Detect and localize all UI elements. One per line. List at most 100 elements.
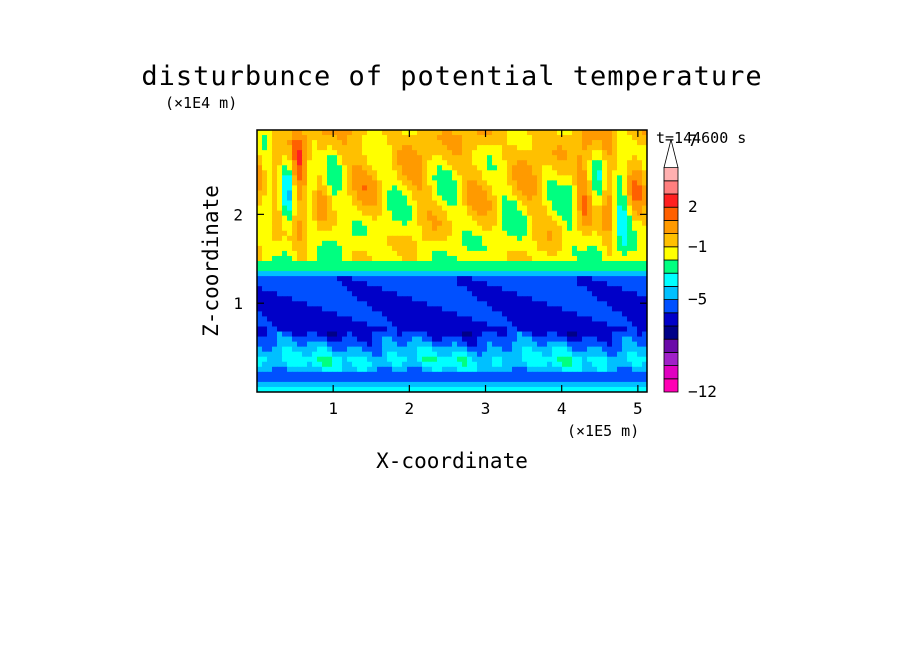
contour-cell (337, 301, 343, 307)
contour-cell (442, 245, 448, 252)
contour-cell (367, 286, 373, 292)
contour-cell (572, 371, 578, 378)
contour-cell (512, 235, 518, 242)
contour-cell (392, 215, 398, 222)
contour-cell (577, 150, 583, 156)
contour-cell (587, 170, 593, 176)
contour-cell (642, 175, 647, 181)
contour-cell (627, 296, 633, 302)
contour-cell (267, 331, 273, 338)
contour-cell (552, 215, 558, 222)
contour-cell (517, 331, 523, 338)
contour-cell (362, 160, 368, 166)
contour-cell (477, 215, 483, 222)
contour-cell (592, 140, 598, 146)
contour-cell (292, 155, 298, 161)
contour-cell (432, 210, 438, 217)
contour-cell (397, 301, 403, 307)
contour-cell (627, 371, 633, 378)
contour-cell (387, 205, 393, 212)
contour-cell (382, 145, 388, 151)
contour-cell (637, 210, 643, 217)
contour-cell (372, 376, 378, 383)
contour-cell (487, 371, 493, 378)
contour-cell (497, 150, 503, 156)
contour-cell (412, 281, 418, 287)
contour-cell (602, 190, 608, 197)
contour-cell (507, 281, 513, 287)
contour-cell (532, 225, 538, 232)
contour-cell (262, 170, 268, 176)
contour-cell (627, 230, 633, 237)
contour-cell (372, 366, 378, 373)
contour-cell (567, 245, 573, 252)
contour-cell (632, 170, 638, 176)
contour-cell (542, 235, 548, 242)
contour-cell (387, 220, 393, 227)
contour-cell (552, 220, 558, 227)
contour-cell (617, 195, 623, 202)
contour-cell (502, 336, 508, 343)
contour-cell (352, 230, 358, 237)
contour-cell (577, 170, 583, 176)
contour-cell (627, 150, 633, 156)
contour-cell (317, 220, 323, 227)
contour-cell (522, 205, 528, 212)
contour-cell (502, 326, 508, 333)
contour-cell (572, 165, 578, 171)
contour-cell (517, 135, 523, 141)
contour-cell (257, 321, 263, 328)
contour-cell (272, 271, 278, 277)
contour-cell (477, 160, 483, 166)
contour-cell (262, 245, 268, 252)
contour-cell (292, 245, 298, 252)
contour-cell (562, 130, 568, 136)
contour-cell (412, 195, 418, 202)
contour-cell (567, 155, 573, 161)
contour-cell (412, 311, 418, 318)
contour-cell (422, 326, 428, 333)
contour-cell (272, 140, 278, 146)
contour-cell (432, 381, 438, 388)
contour-cell (467, 185, 473, 192)
contour-cell (387, 326, 393, 333)
contour-cell (367, 150, 373, 156)
contour-cell (407, 276, 413, 282)
contour-cell (477, 150, 483, 156)
contour-cell (497, 261, 503, 267)
contour-cell (537, 366, 543, 373)
contour-cell (262, 296, 268, 302)
contour-cell (457, 245, 463, 252)
contour-cell (592, 336, 598, 343)
contour-cell (277, 250, 283, 257)
contour-cell (292, 336, 298, 343)
contour-cell (462, 175, 468, 181)
contour-cell (362, 140, 368, 146)
contour-cell (582, 291, 588, 297)
contour-cell (547, 215, 553, 222)
contour-cell (312, 271, 318, 277)
contour-cell (402, 250, 408, 257)
contour-cell (427, 135, 433, 141)
contour-cell (362, 276, 368, 282)
contour-cell (362, 225, 368, 232)
contour-cell (302, 331, 308, 338)
contour-cell (527, 195, 533, 202)
contour-cell (627, 210, 633, 217)
contour-cell (572, 261, 578, 267)
contour-cell (332, 165, 338, 171)
contour-cell (537, 336, 543, 343)
contour-cell (587, 351, 593, 358)
contour-cell (427, 296, 433, 302)
contour-cell (357, 266, 363, 272)
contour-cell (422, 170, 428, 176)
contour-cell (467, 155, 473, 161)
contour-cell (502, 346, 508, 353)
contour-cell (537, 235, 543, 242)
contour-cell (312, 190, 318, 197)
contour-cell (577, 366, 583, 373)
contour-cell (567, 286, 573, 292)
contour-cell (407, 306, 413, 312)
contour-cell (487, 220, 493, 227)
contour-cell (287, 190, 293, 197)
